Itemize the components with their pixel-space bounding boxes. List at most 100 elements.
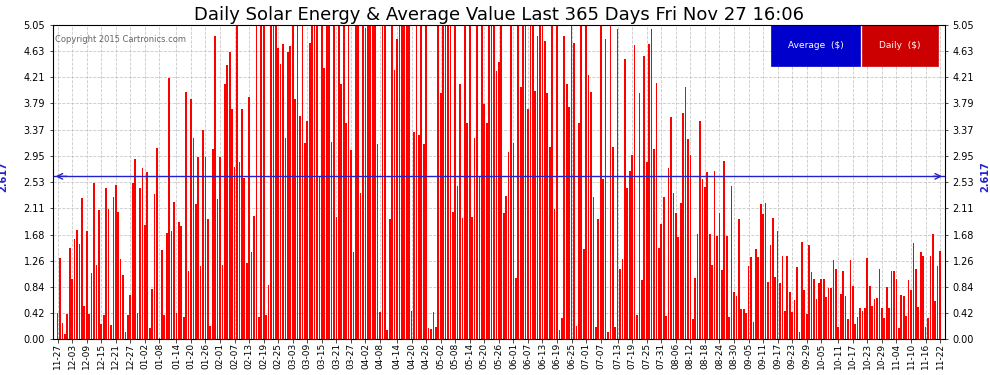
Bar (478, 177, 480, 339)
Bar (498, 62, 500, 339)
Bar (612, 147, 614, 339)
Bar (118, 212, 119, 339)
Bar (103, 315, 105, 339)
Bar (140, 188, 141, 339)
Bar (923, 256, 924, 339)
Bar (535, 92, 536, 339)
Bar (835, 269, 837, 339)
Bar (551, 25, 553, 339)
Bar (100, 324, 102, 339)
Bar (210, 326, 211, 339)
Bar (920, 252, 922, 339)
Bar (135, 159, 136, 339)
Bar (821, 279, 822, 339)
Bar (847, 319, 848, 339)
Bar (207, 219, 209, 339)
Bar (309, 44, 311, 339)
Bar (324, 68, 325, 339)
Bar (724, 161, 725, 339)
Bar (287, 52, 289, 339)
Bar (244, 178, 246, 339)
Bar (908, 280, 910, 339)
Bar (915, 270, 917, 339)
Bar (418, 135, 420, 339)
Bar (341, 84, 343, 339)
Text: Average  ($): Average ($) (788, 41, 843, 50)
Bar (275, 25, 276, 339)
Bar (627, 188, 629, 339)
Bar (352, 252, 354, 339)
Bar (876, 298, 878, 339)
Bar (861, 311, 863, 339)
Bar (423, 144, 425, 339)
Bar (321, 25, 323, 339)
Bar (811, 272, 813, 339)
Bar (891, 271, 892, 339)
Bar (180, 226, 182, 339)
Bar (901, 295, 902, 339)
Bar (712, 265, 713, 339)
Bar (336, 217, 338, 339)
Bar (413, 132, 415, 339)
Bar (98, 210, 100, 339)
Bar (384, 25, 386, 339)
Bar (697, 234, 699, 339)
Bar (854, 324, 856, 339)
Bar (282, 44, 284, 339)
Bar (215, 36, 216, 339)
Bar (302, 25, 303, 339)
Bar (615, 327, 616, 339)
Bar (250, 252, 252, 339)
Bar (64, 334, 65, 339)
Bar (466, 123, 468, 339)
Bar (148, 328, 150, 339)
Bar (212, 149, 214, 339)
Bar (540, 25, 541, 339)
Bar (903, 296, 905, 339)
Bar (842, 271, 843, 339)
Bar (122, 275, 124, 339)
Bar (593, 197, 594, 339)
Bar (629, 171, 631, 339)
Bar (764, 203, 766, 339)
Bar (364, 28, 366, 339)
Bar (852, 286, 853, 339)
Bar (617, 29, 619, 339)
Bar (546, 93, 548, 339)
Bar (804, 290, 805, 339)
Bar (311, 25, 313, 339)
Bar (561, 318, 562, 339)
Bar (202, 130, 204, 339)
Bar (826, 297, 827, 339)
Bar (406, 25, 408, 339)
Bar (105, 188, 107, 339)
Bar (88, 314, 90, 339)
Bar (583, 249, 584, 339)
Bar (573, 44, 575, 339)
Bar (292, 25, 294, 339)
Bar (258, 317, 259, 339)
Bar (372, 25, 373, 339)
Bar (515, 278, 517, 339)
Bar (682, 113, 684, 339)
Bar (777, 231, 778, 339)
Bar (130, 295, 132, 339)
Bar (347, 25, 349, 339)
Bar (329, 25, 330, 339)
Bar (520, 87, 522, 339)
Bar (782, 256, 783, 339)
Bar (759, 204, 761, 339)
Bar (227, 65, 228, 339)
Bar (144, 225, 146, 339)
Bar (588, 75, 589, 339)
Bar (771, 25, 860, 66)
Bar (447, 25, 448, 339)
Bar (69, 248, 70, 339)
Bar (175, 314, 177, 339)
Bar (96, 266, 97, 339)
Bar (716, 236, 718, 339)
Bar (481, 25, 483, 339)
Bar (496, 71, 497, 339)
Bar (205, 157, 206, 339)
Bar (355, 25, 356, 339)
